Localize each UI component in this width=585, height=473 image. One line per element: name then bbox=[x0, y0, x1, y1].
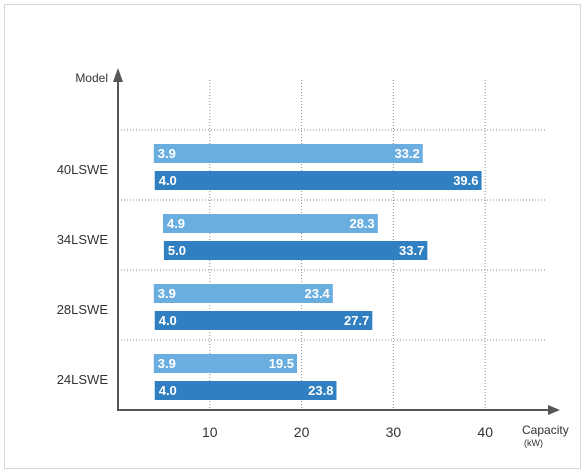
axes-layer bbox=[113, 68, 560, 415]
range-bar bbox=[162, 214, 378, 233]
bar-end-label: 39.6 bbox=[453, 173, 478, 188]
bar-start-label: 4.0 bbox=[159, 313, 177, 328]
bar-end-label: 23.4 bbox=[304, 286, 330, 301]
bar-start-label: 3.9 bbox=[158, 286, 176, 301]
category-label: 28LSWE bbox=[57, 302, 109, 317]
range-bar bbox=[153, 144, 423, 163]
y-axis-arrow bbox=[113, 68, 123, 82]
range-bar bbox=[153, 284, 333, 303]
bar-start-label: 3.9 bbox=[158, 356, 176, 371]
bar-end-label: 19.5 bbox=[269, 356, 294, 371]
bar-start-label: 3.9 bbox=[158, 146, 176, 161]
bar-end-label: 23.8 bbox=[308, 383, 333, 398]
y-axis-title: Model bbox=[75, 71, 108, 85]
bar-start-label: 5.0 bbox=[168, 243, 186, 258]
bar-end-label: 28.3 bbox=[349, 216, 374, 231]
x-tick-label: 40 bbox=[477, 424, 493, 440]
x-tick-label: 20 bbox=[294, 424, 310, 440]
x-axis-arrow bbox=[548, 405, 560, 415]
bar-end-label: 27.7 bbox=[344, 313, 369, 328]
labels-layer: Model Capacity (kW) 40LSWE 34LSWE 28LSWE 24… bbox=[57, 71, 569, 448]
bar-start-label: 4.9 bbox=[167, 216, 185, 231]
bar-start-label: 4.0 bbox=[159, 383, 177, 398]
bar-end-label: 33.7 bbox=[399, 243, 424, 258]
range-bar bbox=[154, 171, 482, 190]
x-axis-title: Capacity bbox=[522, 423, 569, 437]
bar-end-label: 33.2 bbox=[394, 146, 419, 161]
range-bar bbox=[154, 381, 337, 400]
bars-layer: 3.9 33.2 4.0 39.6 4.9 28.3 5.0 33.7 3.9 23.4 4.0 27… bbox=[153, 144, 482, 400]
x-axis-unit: (kW) bbox=[524, 438, 543, 448]
x-tick-label: 30 bbox=[386, 424, 402, 440]
category-label: 34LSWE bbox=[57, 232, 109, 247]
bar-start-label: 4.0 bbox=[159, 173, 177, 188]
x-tick-label: 10 bbox=[202, 424, 218, 440]
range-bar bbox=[163, 241, 428, 260]
category-label: 40LSWE bbox=[57, 162, 109, 177]
range-bar bbox=[153, 354, 298, 373]
category-label: 24LSWE bbox=[57, 372, 109, 387]
range-bar bbox=[154, 311, 373, 330]
